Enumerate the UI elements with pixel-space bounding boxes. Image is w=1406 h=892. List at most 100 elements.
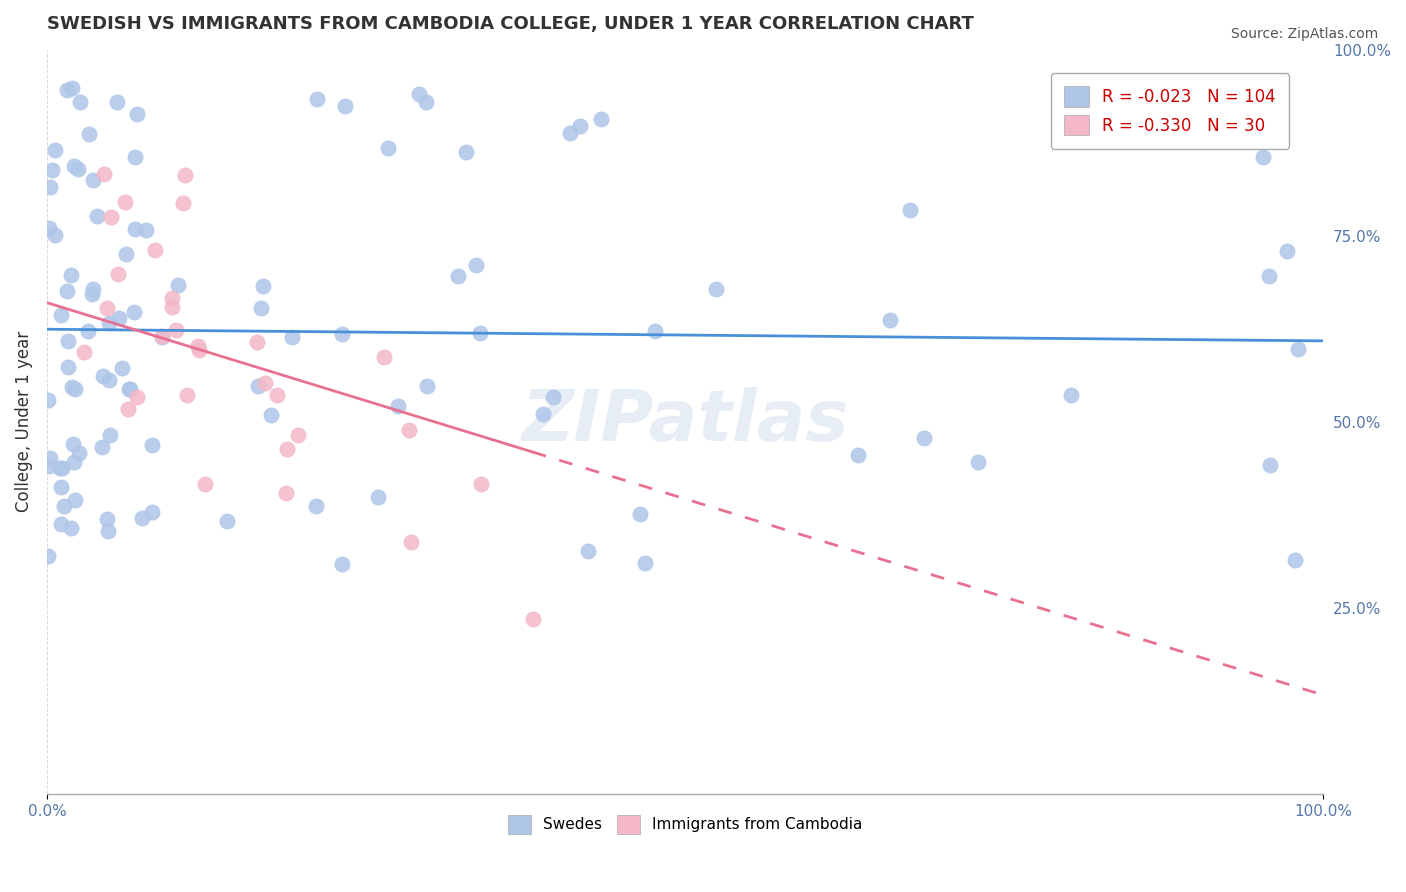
Point: [634, 556, 657, 570]
Point: [60, 380, 83, 394]
Point: [176, 387, 198, 401]
Point: [44, 227, 66, 242]
Point: [73, 344, 96, 359]
Point: [49, 460, 72, 475]
Point: [1258, 268, 1281, 283]
Point: [276, 442, 298, 457]
Point: [37, 549, 59, 563]
Point: [60, 521, 83, 535]
Point: [38, 459, 60, 474]
Point: [82, 287, 104, 301]
Point: [172, 196, 194, 211]
Point: [174, 168, 197, 182]
Point: [98, 428, 121, 442]
Point: [97, 524, 120, 538]
Point: [124, 150, 146, 164]
Point: [96, 512, 118, 526]
Point: [215, 514, 238, 528]
Point: [287, 428, 309, 442]
Point: [333, 99, 356, 113]
Point: [82, 173, 104, 187]
Point: [100, 210, 122, 224]
Point: [266, 388, 288, 402]
Point: [254, 376, 277, 390]
Point: [150, 328, 173, 343]
Point: [69, 95, 91, 110]
Point: [120, 382, 142, 396]
Point: [447, 268, 470, 283]
Point: [65, 493, 87, 508]
Point: [108, 310, 131, 325]
Point: [56, 359, 79, 374]
Point: [67, 446, 90, 460]
Point: [704, 282, 727, 296]
Point: [166, 323, 188, 337]
Point: [468, 326, 491, 340]
Point: [187, 339, 209, 353]
Point: [373, 350, 395, 364]
Point: [456, 145, 478, 159]
Point: [558, 126, 581, 140]
Point: [114, 194, 136, 209]
Point: [143, 244, 166, 258]
Point: [111, 361, 134, 376]
Point: [66, 161, 89, 176]
Point: [188, 343, 211, 357]
Point: [541, 390, 564, 404]
Point: [1284, 553, 1306, 567]
Point: [51, 461, 73, 475]
Text: SWEDISH VS IMMIGRANTS FROM CAMBODIA COLLEGE, UNDER 1 YEAR CORRELATION CHART: SWEDISH VS IMMIGRANTS FROM CAMBODIA COLL…: [46, 15, 974, 33]
Point: [160, 300, 183, 314]
Point: [107, 268, 129, 282]
Point: [260, 408, 283, 422]
Point: [51, 480, 73, 494]
Point: [305, 92, 328, 106]
Point: [578, 544, 600, 558]
Point: [846, 448, 869, 462]
Point: [51, 516, 73, 531]
Point: [415, 378, 437, 392]
Point: [1263, 120, 1285, 134]
Point: [1258, 458, 1281, 472]
Text: ZIPatlas: ZIPatlas: [522, 387, 849, 457]
Point: [367, 490, 389, 504]
Point: [1060, 388, 1083, 402]
Point: [377, 141, 399, 155]
Point: [37, 392, 59, 407]
Point: [56, 334, 79, 348]
Point: [62, 437, 84, 451]
Point: [569, 120, 592, 134]
Point: [879, 312, 901, 326]
Point: [124, 222, 146, 236]
Point: [141, 438, 163, 452]
Point: [470, 477, 492, 491]
Point: [39, 451, 62, 466]
Point: [77, 324, 100, 338]
Point: [628, 507, 651, 521]
Point: [1277, 244, 1299, 259]
Point: [56, 83, 79, 97]
Point: [86, 209, 108, 223]
Point: [105, 95, 128, 110]
Point: [150, 329, 173, 343]
Point: [398, 424, 420, 438]
Point: [63, 382, 86, 396]
Point: [135, 223, 157, 237]
Point: [60, 81, 83, 95]
Point: [49, 308, 72, 322]
Point: [167, 277, 190, 292]
Point: [141, 505, 163, 519]
Point: [56, 284, 79, 298]
Text: Source: ZipAtlas.com: Source: ZipAtlas.com: [1230, 27, 1378, 41]
Point: [304, 499, 326, 513]
Point: [644, 324, 666, 338]
Point: [41, 162, 63, 177]
Y-axis label: College, Under 1 year: College, Under 1 year: [15, 331, 32, 513]
Point: [91, 368, 114, 383]
Point: [194, 477, 217, 491]
Legend: Swedes, Immigrants from Cambodia: Swedes, Immigrants from Cambodia: [495, 803, 875, 846]
Point: [533, 407, 555, 421]
Point: [122, 305, 145, 319]
Point: [252, 278, 274, 293]
Point: [1251, 150, 1274, 164]
